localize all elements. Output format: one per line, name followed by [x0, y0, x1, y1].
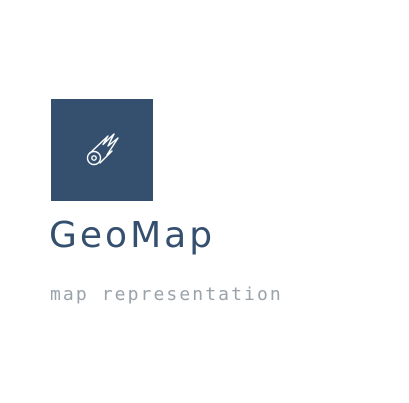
brand-name: GeoMap	[49, 215, 216, 256]
brand-tagline: map representation	[50, 284, 283, 305]
comet-icon	[86, 133, 119, 166]
logo-tile	[51, 99, 153, 201]
